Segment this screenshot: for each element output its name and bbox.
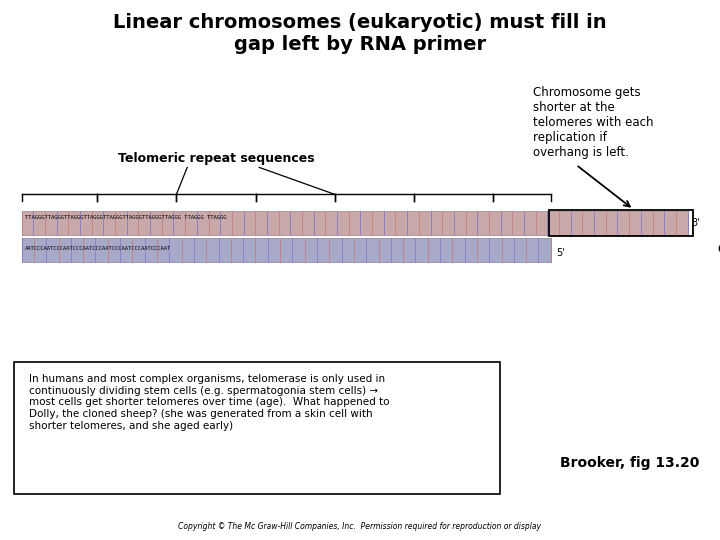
Text: Brooker, fig 13.20: Brooker, fig 13.20 xyxy=(560,456,700,470)
FancyBboxPatch shape xyxy=(14,362,500,494)
Text: Telomeric repeat sequences: Telomeric repeat sequences xyxy=(117,152,315,165)
Text: Chromosome gets
shorter at the
telomeres with each
replication if
overhang is le: Chromosome gets shorter at the telomeres… xyxy=(533,86,653,159)
Bar xyxy=(549,210,693,236)
Text: 5': 5' xyxy=(557,248,565,259)
Text: Linear chromosomes (eukaryotic) must fill in
gap left by RNA primer: Linear chromosomes (eukaryotic) must fil… xyxy=(113,14,607,55)
Text: 3': 3' xyxy=(691,218,700,228)
Text: Copyright © The Mc Graw-Hill Companies, Inc.  Permission required for reproducti: Copyright © The Mc Graw-Hill Companies, … xyxy=(179,522,541,531)
Text: In humans and most complex organisms, telomerase is only used in
continuously di: In humans and most complex organisms, te… xyxy=(29,374,390,430)
Text: Overhang: Overhang xyxy=(718,243,720,256)
Bar xyxy=(22,238,551,262)
Bar xyxy=(22,211,688,235)
Text: AATCCCAATCCCAATCCCAATCCCAATCCCAATCCCAATCCCAAT: AATCCCAATCCCAATCCCAATCCCAATCCCAATCCCAATC… xyxy=(25,246,171,251)
Text: TTAGGGTTAGGGTTAGGGTTAGGGTTAGGGTTAGGGTTAGGGTTAGGG TTAGGG TTAGGG: TTAGGGTTAGGGTTAGGGTTAGGGTTAGGGTTAGGGTTAG… xyxy=(25,215,227,220)
